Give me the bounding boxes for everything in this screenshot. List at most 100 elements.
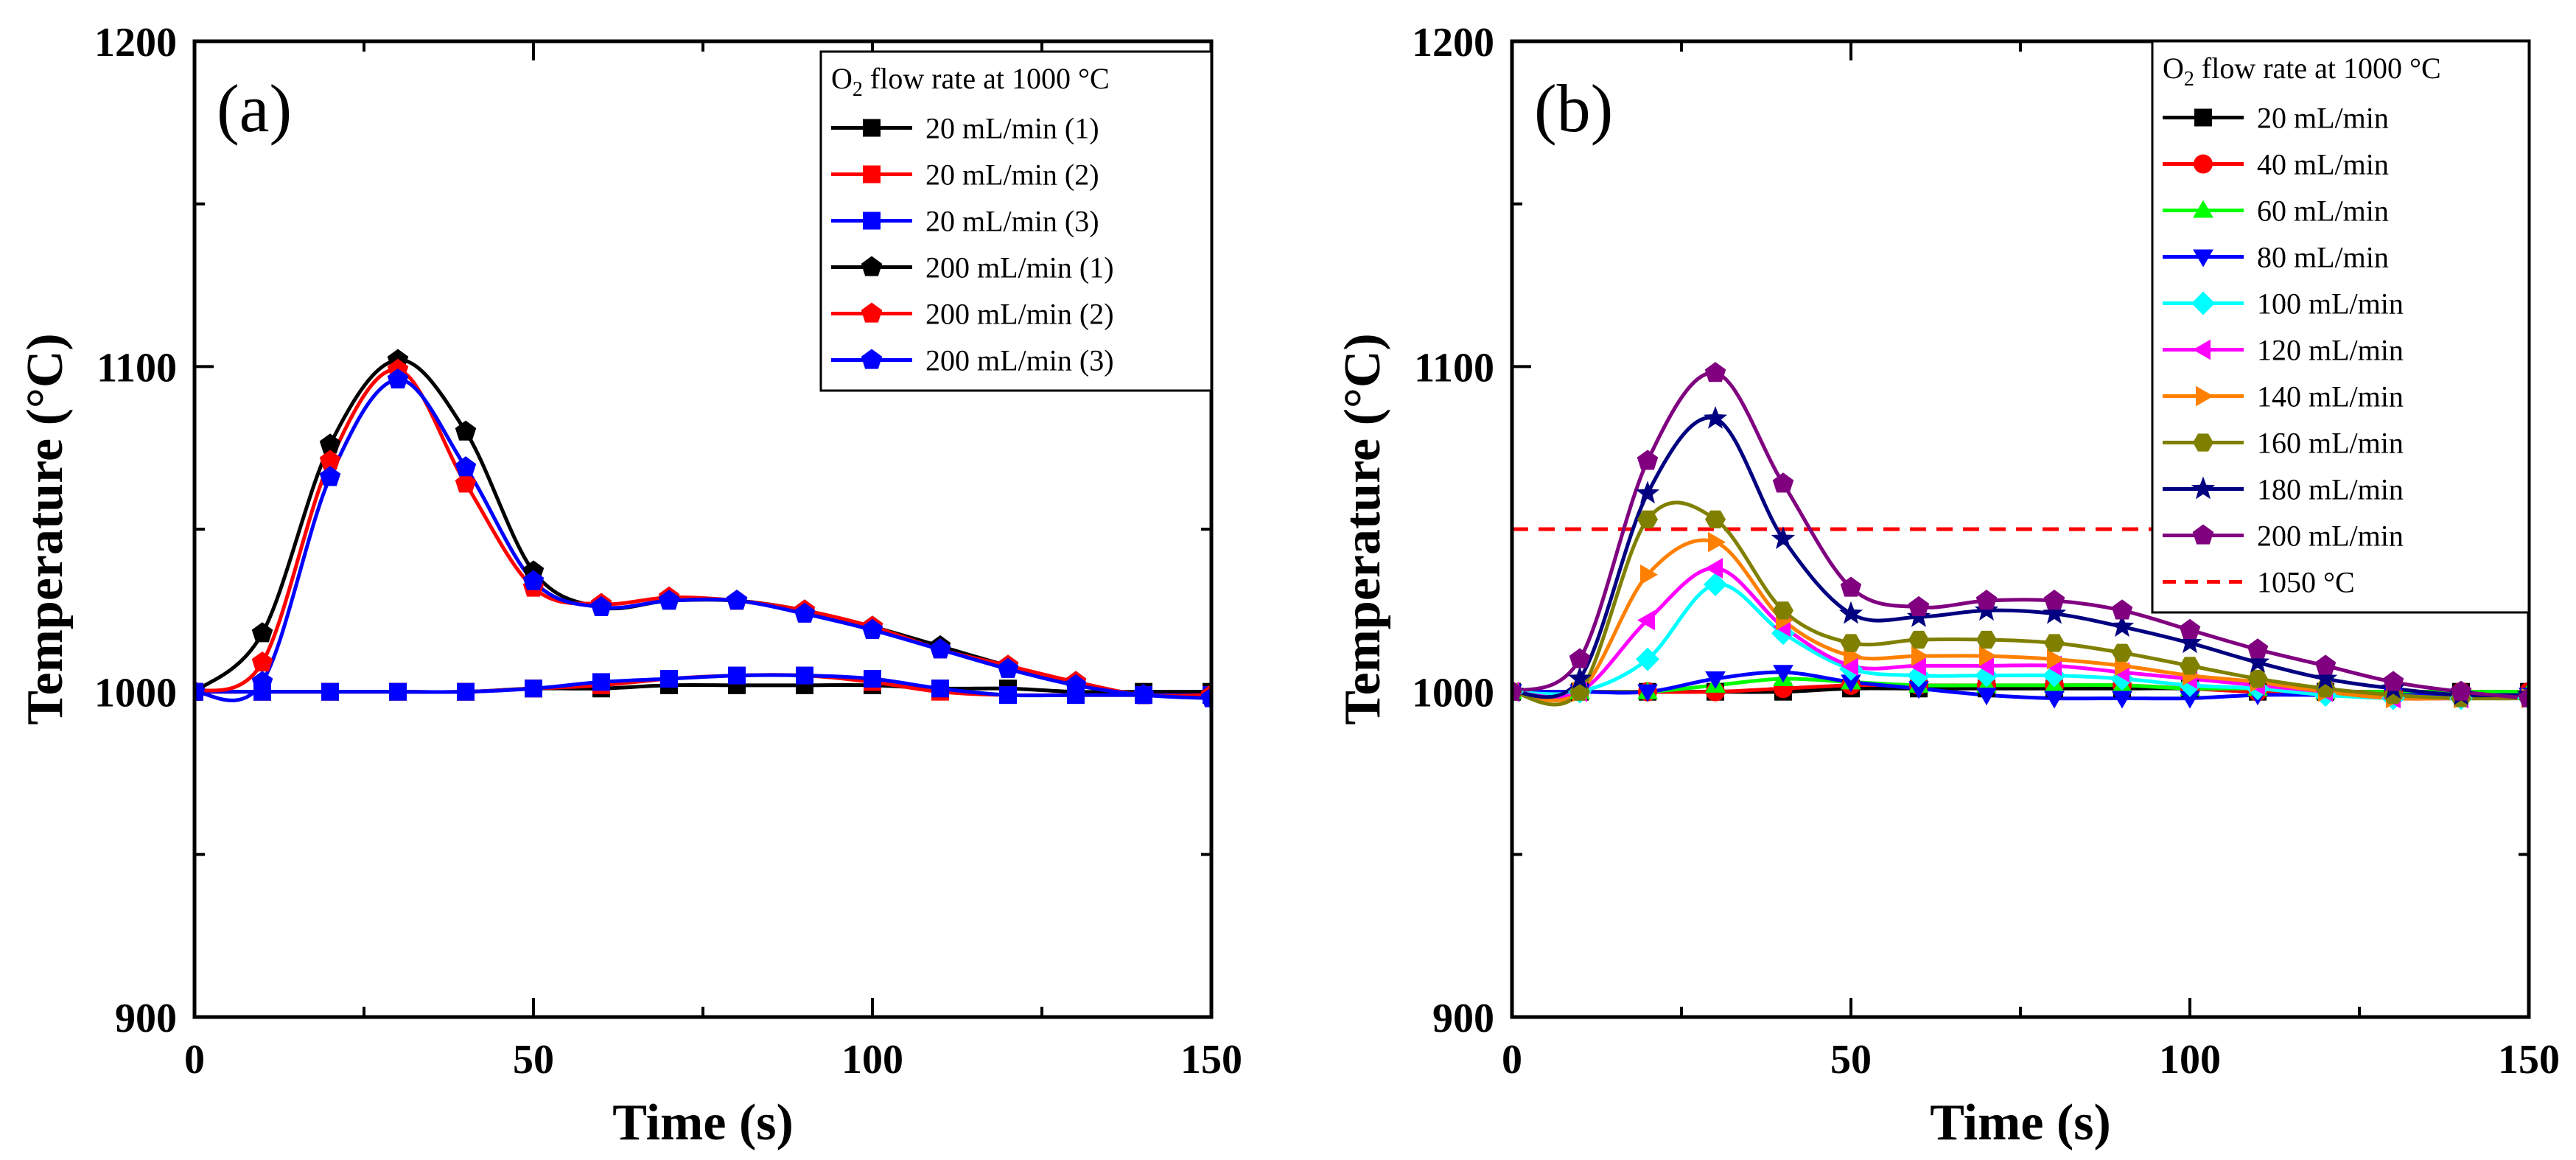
data-point [592, 673, 610, 691]
legend-label: 200 mL/min (3) [925, 344, 1114, 377]
data-point [1567, 666, 1592, 689]
data-point [251, 622, 273, 643]
legend-title: O2 flow rate at 1000 °C [2163, 52, 2441, 91]
data-point [251, 671, 273, 691]
x-tick-label: 0 [1502, 1037, 1522, 1083]
data-point [455, 472, 477, 493]
data-point [1979, 646, 1997, 666]
data-point [1133, 684, 1155, 705]
data-point [1908, 595, 1930, 617]
panel-a-x-axis-title: Time (s) [612, 1094, 794, 1151]
legend-item: 160 mL/min [2163, 427, 2404, 460]
legend-marker [861, 256, 883, 276]
data-point [794, 602, 816, 623]
data-point [1637, 609, 1655, 631]
data-point [389, 682, 407, 701]
data-point [2112, 691, 2132, 709]
data-point [1200, 687, 1211, 707]
data-point [999, 686, 1017, 705]
legend-marker [2193, 433, 2213, 452]
legend-label: 20 mL/min (2) [925, 158, 1099, 192]
legend-item: 100 mL/min [2163, 287, 2404, 321]
panel-b-data [1512, 362, 2529, 710]
legend-item: 1050 °C [2163, 566, 2355, 599]
data-point [1640, 564, 1658, 585]
data-point [1840, 576, 1862, 597]
data-point [796, 666, 813, 685]
legend-item: 120 mL/min [2163, 334, 2404, 367]
data-point [319, 433, 341, 454]
legend-label: 200 mL/min (1) [925, 251, 1114, 284]
data-point [2179, 618, 2201, 639]
data-point [1975, 590, 1998, 610]
data-point [1841, 674, 1861, 693]
data-point [1841, 634, 1861, 652]
x-tick-label: 50 [1830, 1037, 1872, 1083]
data-point [195, 680, 206, 701]
data-point [2450, 680, 2472, 701]
data-point [929, 638, 951, 659]
legend-item: 60 mL/min [2163, 195, 2389, 228]
series-markers-6 [195, 368, 1211, 707]
data-point [2247, 669, 2268, 688]
data-point [1569, 648, 1591, 668]
legend-label: 20 mL/min (1) [925, 112, 1099, 145]
legend-marker [2193, 339, 2211, 360]
data-point [728, 666, 746, 685]
data-point [457, 682, 475, 701]
data-point [2382, 671, 2404, 691]
data-point [1708, 531, 1726, 553]
y-tick-label: 1200 [1412, 20, 1494, 66]
legend-label: 80 mL/min [2257, 241, 2389, 274]
data-point [1773, 665, 1793, 683]
panel-a-label: (a) [217, 71, 292, 146]
data-point [525, 679, 542, 698]
legend-label: 140 mL/min [2257, 380, 2404, 413]
panel-b: (b) Time (s) Temperature (°C) 9001000110… [1334, 20, 2560, 1151]
data-point [2177, 630, 2202, 654]
legend-item: 20 mL/min [2163, 102, 2389, 135]
data-point [660, 670, 678, 688]
legend-item: 20 mL/min (2) [831, 158, 1099, 192]
x-tick-label: 100 [2159, 1037, 2221, 1083]
legend-marker [863, 212, 881, 230]
data-point [2180, 657, 2200, 675]
legend-marker [2193, 249, 2213, 268]
data-point [2112, 643, 2132, 662]
data-point [1841, 655, 1858, 677]
data-point [1772, 472, 1794, 493]
data-point [2047, 649, 2065, 670]
y-tick-label: 1100 [1414, 345, 1494, 391]
data-point [2518, 687, 2529, 707]
data-point [2314, 654, 2337, 675]
legend-marker [2194, 108, 2212, 127]
legend-item: 200 mL/min (2) [831, 298, 1114, 331]
panel-b-y-axis-title: Temperature (°C) [1334, 333, 1391, 725]
data-point [2180, 691, 2200, 709]
legend-item: 180 mL/min [2163, 473, 2404, 506]
data-point [726, 590, 748, 610]
data-point [455, 456, 477, 477]
legend-label: 1050 °C [2257, 566, 2355, 599]
y-tick-label: 900 [115, 996, 177, 1041]
y-tick-label: 1000 [1412, 671, 1494, 716]
data-point [1705, 558, 1723, 579]
legend-marker [2191, 291, 2215, 315]
legend-box [2151, 40, 2530, 614]
legend-item: 20 mL/min (3) [831, 205, 1099, 238]
legend-label: 180 mL/min [2257, 473, 2404, 506]
panel-b-x-axis-title: Time (s) [1930, 1094, 2111, 1151]
data-point [1635, 481, 1660, 504]
data-point [1637, 684, 1658, 702]
data-point [2245, 649, 2270, 673]
x-tick-label: 150 [1180, 1037, 1242, 1083]
x-tick-label: 0 [184, 1037, 205, 1083]
panel-a-data [195, 349, 1211, 707]
data-point [2110, 614, 2135, 637]
data-point [522, 570, 545, 590]
data-point [2042, 601, 2067, 624]
y-tick-label: 1200 [94, 20, 177, 66]
legend-marker [2194, 154, 2213, 174]
data-point [2111, 599, 2133, 620]
